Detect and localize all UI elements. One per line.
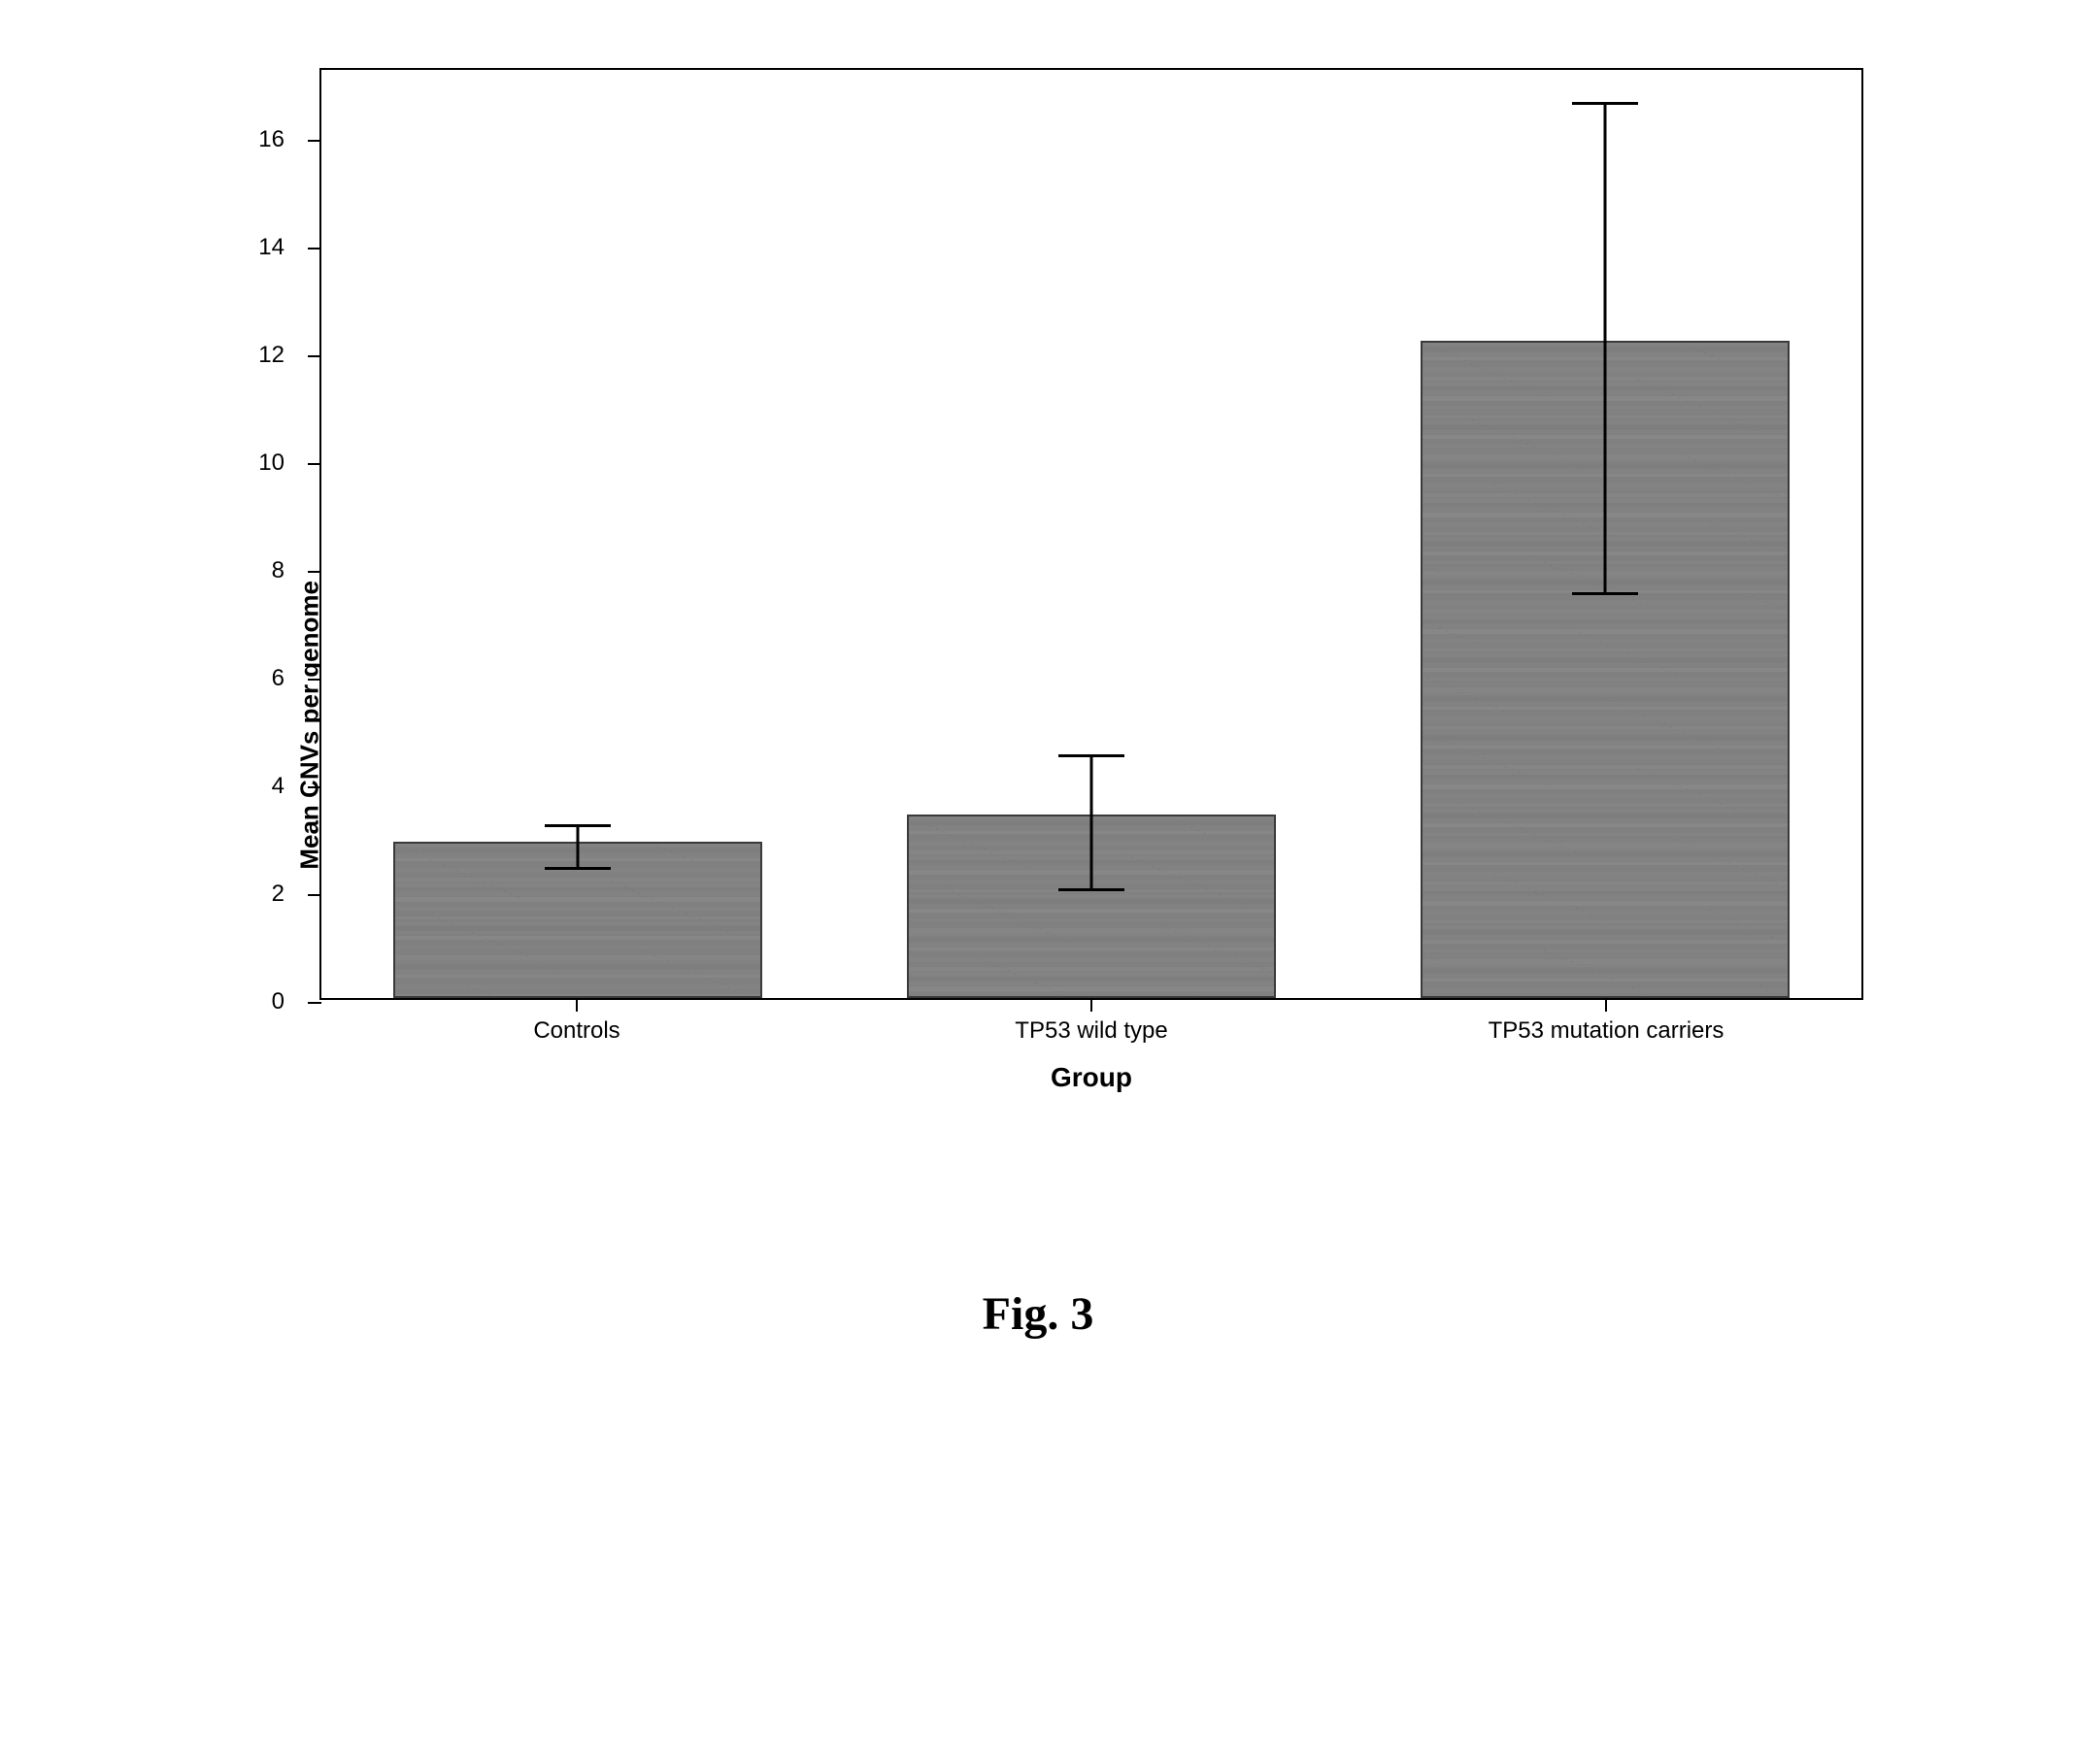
- x-label-wrap: TP53 mutation carriers: [1422, 1004, 1791, 1045]
- y-tick-label: 12: [258, 342, 285, 369]
- y-tick-label: 8: [272, 557, 285, 584]
- x-tick-label: Controls: [392, 1017, 761, 1045]
- y-tick: [308, 248, 321, 250]
- bar: [1421, 341, 1790, 998]
- x-axis: Controls TP53 wild type TP53 mutation carr…: [319, 1004, 1863, 1045]
- chart-wrapper: Mean CNVs per genome 0246810121416 Contr…: [213, 68, 1863, 1341]
- y-tick: [308, 679, 321, 681]
- y-tick: [308, 571, 321, 573]
- error-cap-bottom: [1572, 592, 1638, 595]
- y-tick-label: 14: [258, 234, 285, 261]
- bar-group: [1421, 70, 1790, 998]
- y-tick-label: 10: [258, 449, 285, 477]
- y-tick-label: 16: [258, 126, 285, 153]
- y-tick: [308, 786, 321, 788]
- plot-area: 0246810121416: [319, 68, 1863, 1000]
- x-label-wrap: TP53 wild type: [907, 1004, 1276, 1045]
- y-tick: [308, 140, 321, 142]
- error-cap-top: [545, 824, 611, 827]
- bar: [393, 842, 762, 998]
- x-label-wrap: Controls: [392, 1004, 761, 1045]
- bar-group: [393, 70, 762, 998]
- x-tick: [1090, 1000, 1092, 1012]
- y-tick: [308, 463, 321, 465]
- error-cap-bottom: [1058, 888, 1124, 891]
- y-tick: [308, 355, 321, 357]
- error-cap-top: [1572, 102, 1638, 105]
- y-tick-label: 6: [272, 665, 285, 692]
- error-cap-bottom: [545, 867, 611, 870]
- figure-label: Fig. 3: [213, 1287, 1863, 1341]
- y-tick: [308, 894, 321, 896]
- error-cap-top: [1058, 754, 1124, 757]
- x-tick-label: TP53 mutation carriers: [1422, 1017, 1791, 1045]
- bars-container: [321, 70, 1861, 998]
- x-tick-label: TP53 wild type: [907, 1017, 1276, 1045]
- y-tick-label: 4: [272, 773, 285, 800]
- x-axis-title: Group: [319, 1062, 1863, 1093]
- x-tick: [1605, 1000, 1607, 1012]
- x-tick: [576, 1000, 578, 1012]
- y-tick-label: 2: [272, 881, 285, 908]
- y-tick-label: 0: [272, 988, 285, 1015]
- bar-group: [907, 70, 1276, 998]
- bar: [907, 815, 1276, 998]
- chart-container: Mean CNVs per genome 0246810121416 Contr…: [319, 68, 1863, 1093]
